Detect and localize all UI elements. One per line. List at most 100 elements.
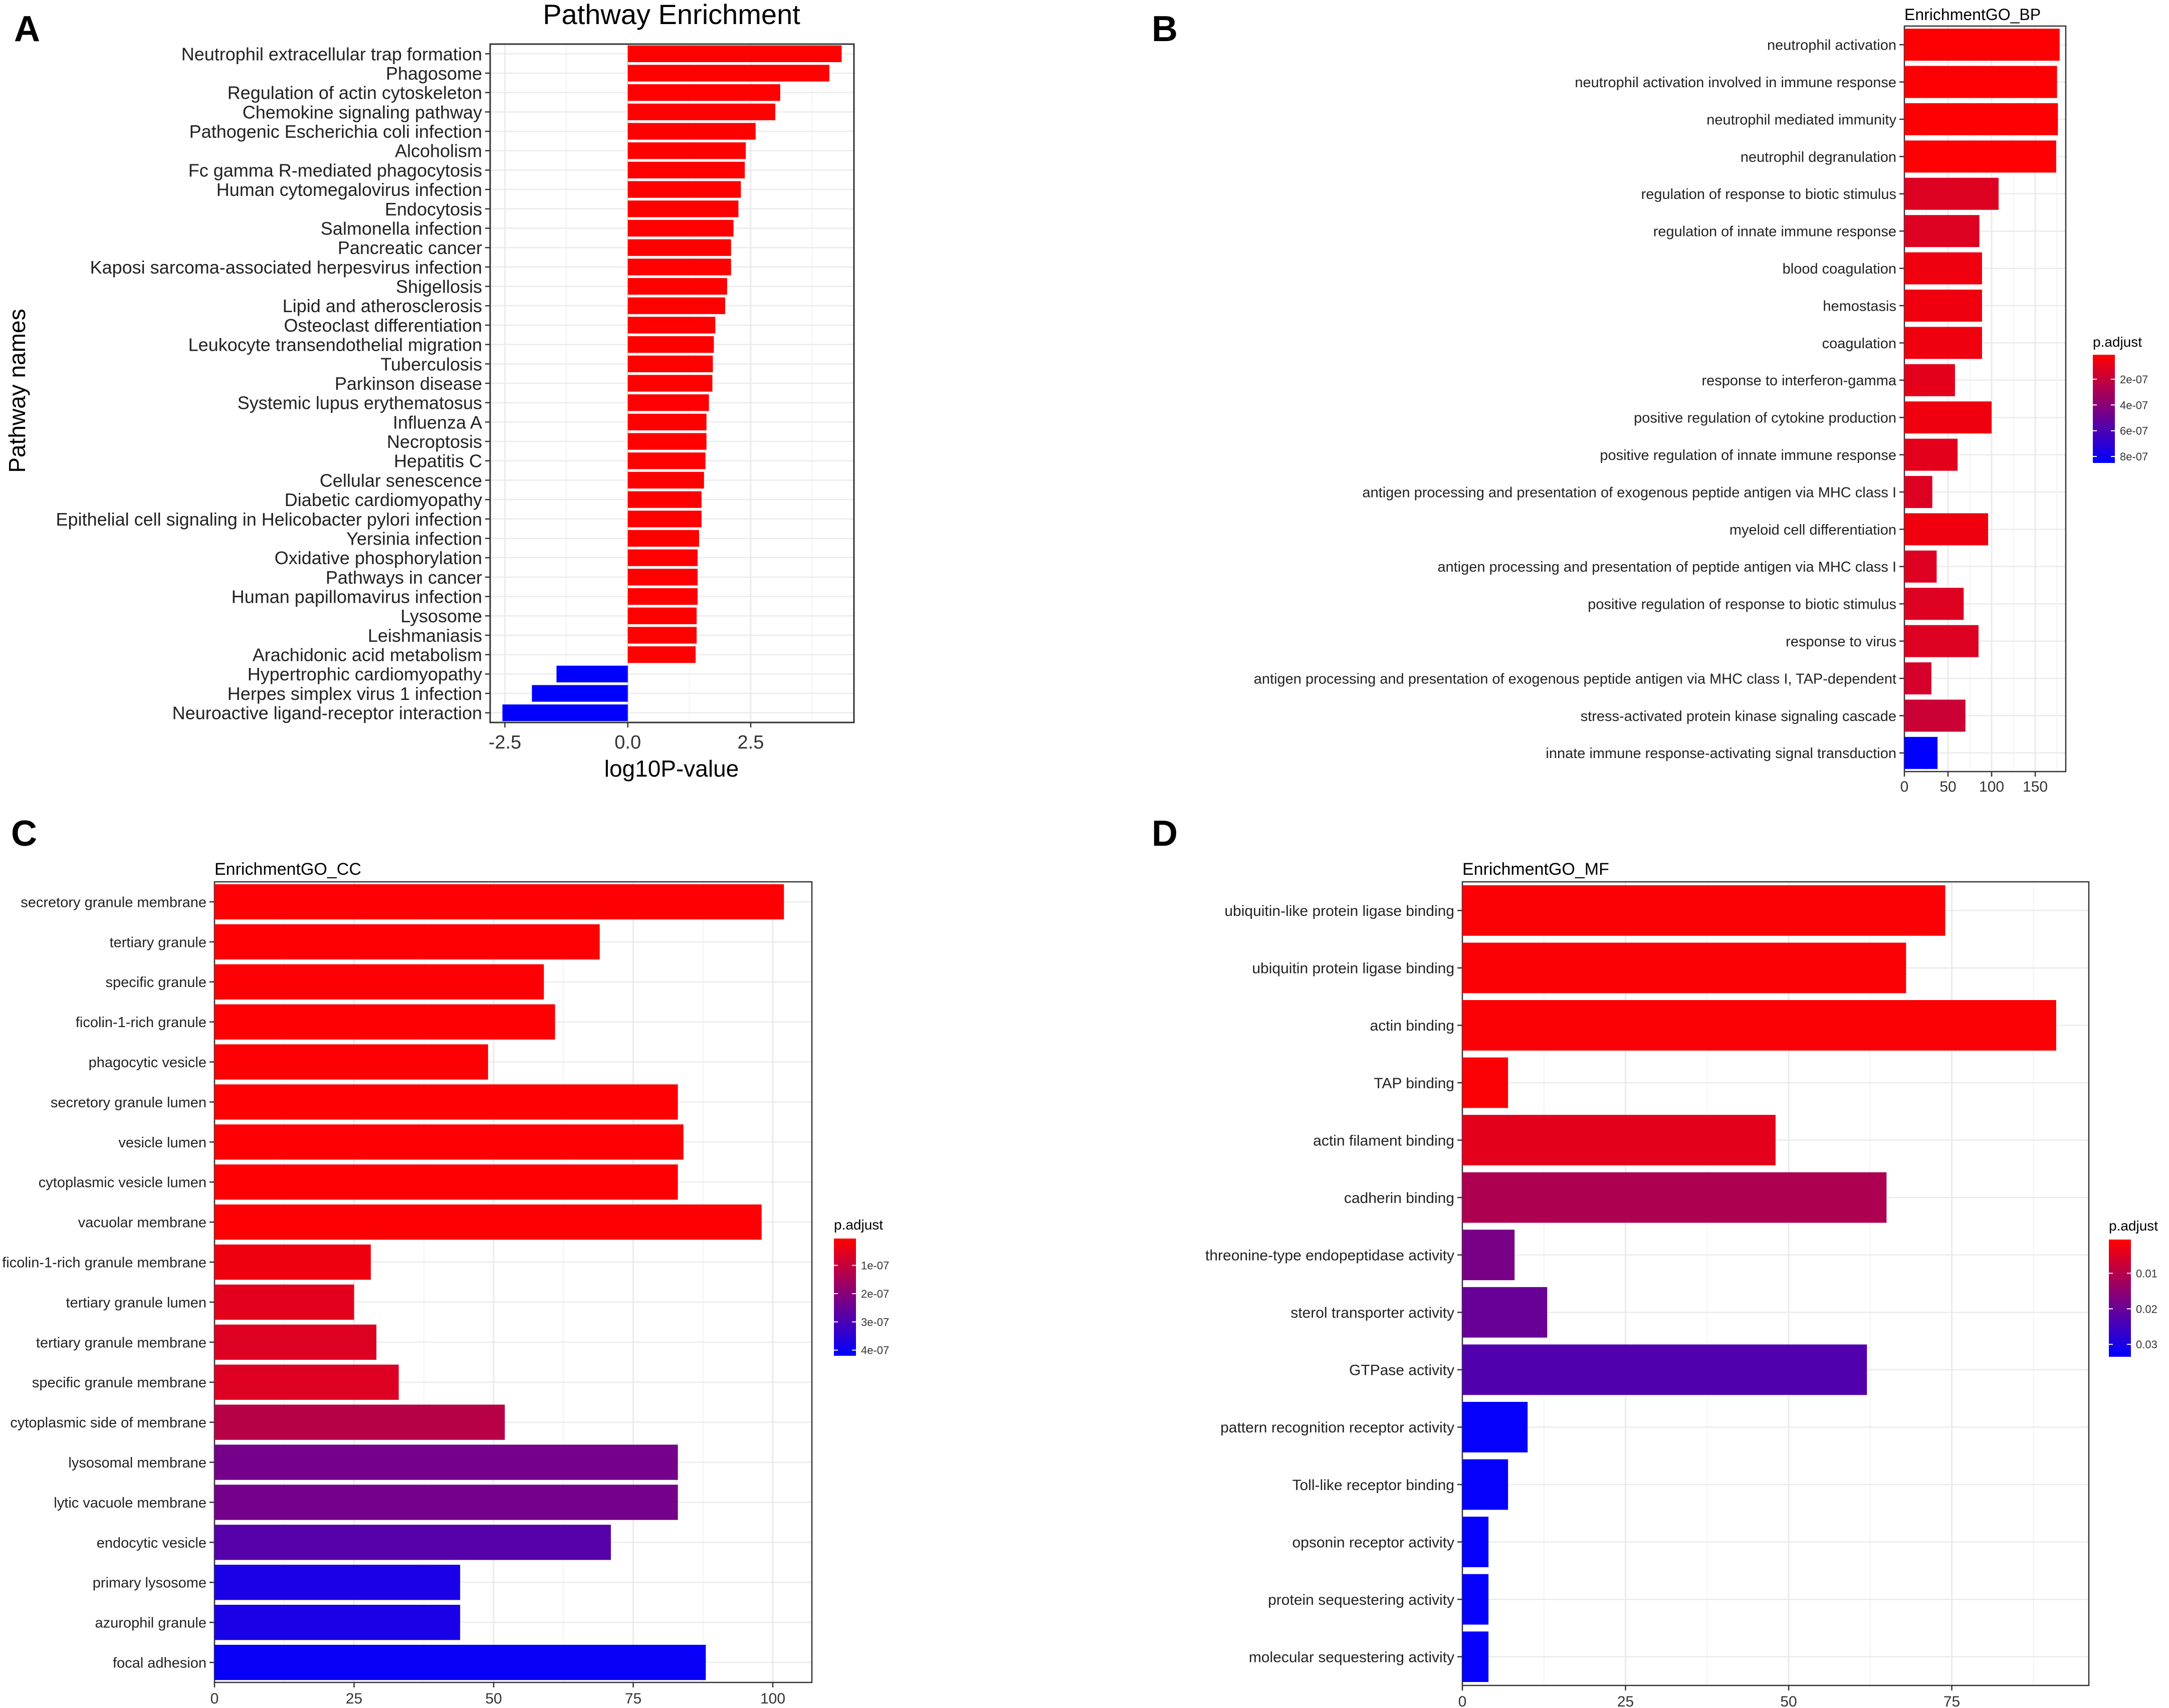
panel-c-label-cytoplasmic-side-of-membrane: cytoplasmic side of membrane <box>10 1415 206 1431</box>
panel-c-bars <box>214 884 784 1680</box>
panel-b-label-coagulation: coagulation <box>1822 336 1896 352</box>
panel-a-label-systemic-lupus-erythematosus: Systemic lupus erythematosus <box>238 393 482 413</box>
panel-c-bar-specific-granule-membrane <box>214 1364 399 1400</box>
panel-b-label-positive-regulation-of-cytokine-production: positive regulation of cytokine producti… <box>1634 410 1896 426</box>
panel-b-bar-antigen-processing-and-presentation-of-peptide-antigen-via-mhc-class-i <box>1904 550 1937 583</box>
panel-c-label-azurophil-granule: azurophil granule <box>95 1615 206 1631</box>
panel-b-label-response-to-virus: response to virus <box>1786 634 1896 650</box>
panel-c-label-cytoplasmic-vesicle-lumen: cytoplasmic vesicle lumen <box>39 1175 206 1191</box>
panel-c-bar-lysosomal-membrane <box>214 1444 678 1480</box>
panel-a-label-chemokine-signaling-pathway: Chemokine signaling pathway <box>243 102 482 122</box>
panel-a-xlabel: log10P-value <box>604 756 739 782</box>
panel-c-xtick-label: 100 <box>760 1690 785 1707</box>
panel-d-bar-protein-sequestering-activity <box>1462 1574 1489 1625</box>
panel-d-enrichment-go-mf: EnrichmentGO_MF ubiquitin-like protein l… <box>1205 860 2158 1708</box>
panel-c-bar-focal-adhesion <box>214 1644 706 1680</box>
panel-d-bar-pattern-recognition-receptor-activity <box>1462 1402 1528 1452</box>
panel-a-label-oxidative-phosphorylation: Oxidative phosphorylation <box>275 548 482 568</box>
panel-b-label-neutrophil-activation: neutrophil activation <box>1767 38 1896 54</box>
panel-c-label-tertiary-granule-lumen: tertiary granule lumen <box>66 1295 206 1311</box>
panel-b-x-ticks: 0 50 100 150 <box>1900 772 2048 795</box>
panel-c-bar-tertiary-granule-membrane <box>214 1324 377 1360</box>
panel-a-bar-osteoclast-differentiation <box>627 317 716 334</box>
panel-a-label-influenza-a: Influenza A <box>393 412 482 432</box>
panel-b-bars <box>1904 29 2060 769</box>
panel-a-xtick-label: 2.5 <box>738 732 764 753</box>
panel-b-enrichment-go-bp: EnrichmentGO_BP neutrophil activationneu… <box>1254 6 2148 795</box>
panel-a-bar-regulation-of-actin-cytoskeleton <box>627 84 780 101</box>
panel-d-label-sterol-transporter-activity: sterol transporter activity <box>1290 1305 1454 1321</box>
panel-c-legend-tick-label: 1e-07 <box>861 1260 889 1272</box>
panel-b-category-labels: neutrophil activation neutrophil activati… <box>1254 38 1904 762</box>
panel-d-label-molecular-sequestering-activity: molecular sequestering activity <box>1249 1649 1454 1666</box>
panel-d-label-protein-sequestering-activity: protein sequestering activity <box>1268 1592 1454 1608</box>
panel-letter-c: C <box>11 814 37 854</box>
panel-b-bar-blood-coagulation <box>1904 252 1982 285</box>
panel-c-label-vacuolar-membrane: vacuolar membrane <box>78 1215 206 1231</box>
panel-c-bar-vesicle-lumen <box>214 1124 684 1160</box>
panel-d-legend-title: p.adjust <box>2109 1218 2158 1234</box>
panel-c-legend-colorbar <box>834 1239 856 1356</box>
panel-b-legend-tick-label: 6e-07 <box>2120 425 2148 437</box>
panel-c-label-focal-adhesion: focal adhesion <box>113 1655 206 1671</box>
panel-b-bar-regulation-of-response-to-biotic-stimulus <box>1904 177 1999 210</box>
panel-a-bar-human-papillomavirus-infection <box>627 588 698 605</box>
panel-c-category-labels: secretory granule membrane tertiary granu… <box>2 894 214 1671</box>
panel-a-bar-leishmaniasis <box>627 627 697 644</box>
panel-c-label-tertiary-granule: tertiary granule <box>110 934 206 950</box>
panel-a-bar-herpes-simplex-virus-1-infection <box>532 685 628 702</box>
panel-d-bar-cadherin-binding <box>1462 1172 1887 1223</box>
panel-d-title: EnrichmentGO_MF <box>1462 860 1609 879</box>
panel-a-bar-endocytosis <box>627 200 739 217</box>
panel-a-label-pathways-in-cancer: Pathways in cancer <box>326 567 482 588</box>
panel-b-xtick-label: 150 <box>2023 779 2048 795</box>
panel-a-bar-necroptosis <box>627 433 707 450</box>
panel-c-xtick-label: 25 <box>346 1690 362 1707</box>
panel-a-bar-parkinson-disease <box>627 375 713 392</box>
panel-d-label-actin-filament-binding: actin filament binding <box>1313 1132 1454 1149</box>
panel-a-bar-systemic-lupus-erythematosus <box>627 394 709 411</box>
panel-a-bar-hepatitis-c <box>627 452 706 469</box>
panel-letter-a: A <box>14 9 40 49</box>
panel-letter-d: D <box>1152 814 1178 854</box>
panel-d-legend-tick-label: 0.02 <box>2136 1303 2157 1315</box>
panel-d-legend-colorbar <box>2109 1240 2131 1357</box>
panel-a-bar-pancreatic-cancer <box>627 239 731 256</box>
panel-c-label-vesicle-lumen: vesicle lumen <box>118 1135 206 1151</box>
panel-d-bars <box>1462 885 2056 1682</box>
panel-b-label-myeloid-cell-differentiation: myeloid cell differentiation <box>1729 522 1896 538</box>
panel-a-label-neutrophil-extracellular-trap-formation: Neutrophil extracellular trap formation <box>181 44 482 64</box>
panel-b-label-stress-activated-protein-kinase-signaling-cascade: stress-activated protein kinase signalin… <box>1581 708 1896 724</box>
panel-c-bar-vacuolar-membrane <box>214 1204 762 1240</box>
panel-d-legend-tick-label: 0.03 <box>2136 1338 2157 1351</box>
panel-b-label-antigen-processing-and-presentation-of-exogenous-peptide-antigen-via-mhc-class-i: antigen processing and presentation of e… <box>1362 484 1896 501</box>
panel-a-label-diabetic-cardiomyopathy: Diabetic cardiomyopathy <box>285 490 482 510</box>
panel-a-bar-cellular-senescence <box>627 471 704 489</box>
panel-a-label-osteoclast-differentiation: Osteoclast differentiation <box>284 315 482 336</box>
panel-c-bar-primary-lysosome <box>214 1565 461 1600</box>
panel-d-label-cadherin-binding: cadherin binding <box>1344 1190 1454 1206</box>
panel-b-bar-regulation-of-innate-immune-response <box>1904 215 1980 248</box>
panel-a-label-lipid-and-atherosclerosis: Lipid and atherosclerosis <box>283 296 482 316</box>
panel-b-label-response-to-interferon-gamma: response to interferon-gamma <box>1702 373 1897 389</box>
panel-a-label-yersinia-infection: Yersinia infection <box>346 528 482 549</box>
panel-a-label-leukocyte-transendothelial-migration: Leukocyte transendothelial migration <box>188 335 482 355</box>
panel-d-bar-gtpase-activity <box>1462 1344 1867 1395</box>
panel-d-bar-molecular-sequestering-activity <box>1462 1631 1489 1682</box>
panel-a-label-fc-gamma-r-mediated-phagocytosis: Fc gamma R-mediated phagocytosis <box>188 160 482 180</box>
panel-d-bar-tap-binding <box>1462 1057 1508 1108</box>
panel-b-bar-response-to-virus <box>1904 625 1979 657</box>
panel-c-label-lysosomal-membrane: lysosomal membrane <box>68 1455 206 1471</box>
panel-a-label-regulation-of-actin-cytoskeleton: Regulation of actin cytoskeleton <box>228 83 482 103</box>
panel-b-label-neutrophil-degranulation: neutrophil degranulation <box>1741 149 1896 165</box>
panel-c-bar-azurophil-granule <box>214 1604 461 1640</box>
panel-a-ylabel: Pathway names <box>4 309 30 472</box>
panel-d-label-ubiquitin-like-protein-ligase-binding: ubiquitin-like protein ligase binding <box>1224 903 1454 919</box>
panel-d-label-opsonin-receptor-activity: opsonin receptor activity <box>1292 1534 1455 1551</box>
panel-b-xtick-label: 100 <box>1979 779 2004 795</box>
panel-a-label-parkinson-disease: Parkinson disease <box>335 373 482 394</box>
panel-a-bars <box>502 45 842 721</box>
panel-c-label-lytic-vacuole-membrane: lytic vacuole membrane <box>54 1495 206 1511</box>
panel-c-legend-title: p.adjust <box>834 1217 883 1233</box>
